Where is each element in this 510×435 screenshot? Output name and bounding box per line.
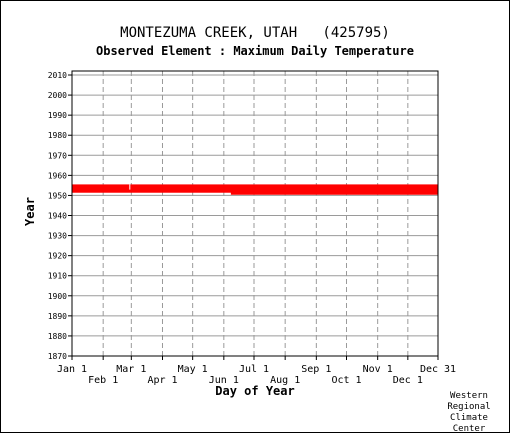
- x-axis-label: Day of Year: [215, 384, 294, 398]
- x-tick-label: Oct 1: [331, 375, 361, 386]
- x-tick-label: Apr 1: [147, 375, 177, 386]
- credit-line: Center: [452, 424, 486, 434]
- data-bar: [72, 188, 438, 191]
- x-tick-label: Dec 31: [420, 364, 456, 375]
- x-tick-label: Nov 1: [363, 364, 393, 375]
- y-tick-label: 1910: [48, 272, 67, 281]
- y-tick-label: 1950: [48, 191, 67, 200]
- x-tick-label: Jun 1: [209, 375, 239, 386]
- chart-title: MONTEZUMA CREEK, UTAH (425795): [120, 25, 390, 41]
- y-tick-label: 1990: [48, 111, 67, 120]
- credit-text: Western Regional Climate Center: [439, 391, 499, 435]
- x-tick-label: Jul 1: [239, 364, 269, 375]
- x-tick-label: Feb 1: [88, 375, 118, 386]
- data-bar: [72, 186, 438, 189]
- credit-line: Climate: [450, 413, 488, 423]
- y-tick-label: 1980: [48, 131, 67, 140]
- x-tick-label: May 1: [178, 364, 208, 375]
- chart-subtitle: Observed Element : Maximum Daily Tempera…: [96, 44, 414, 58]
- y-tick-label: 1890: [48, 312, 67, 321]
- y-tick-label: 1920: [48, 252, 67, 261]
- x-tick-label: Aug 1: [270, 375, 300, 386]
- missing-data-mark: [129, 184, 131, 190]
- data-bar: [230, 192, 438, 195]
- y-tick-label: 1870: [48, 352, 67, 361]
- x-tick-label: Dec 1: [393, 375, 423, 386]
- x-tick-label: Sep 1: [301, 364, 331, 375]
- y-tick-label: 1900: [48, 292, 67, 301]
- data-bar: [72, 190, 438, 193]
- credit-line: Regional: [447, 402, 491, 412]
- y-tick-label: 1930: [48, 232, 67, 241]
- y-tick-label: 1960: [48, 171, 67, 180]
- y-tick-label: 1940: [48, 212, 67, 221]
- y-tick-label: 1880: [48, 332, 67, 341]
- y-axis-label: Year: [23, 197, 37, 226]
- x-tick-label: Jan 1: [57, 364, 87, 375]
- x-tick-label: Mar 1: [116, 364, 146, 375]
- y-tick-label: 2010: [48, 71, 67, 80]
- y-tick-label: 2000: [48, 91, 67, 100]
- data-bar: [72, 184, 438, 187]
- y-tick-label: 1970: [48, 151, 67, 160]
- plot-area-border: [71, 70, 439, 357]
- credit-line: Western: [450, 391, 488, 401]
